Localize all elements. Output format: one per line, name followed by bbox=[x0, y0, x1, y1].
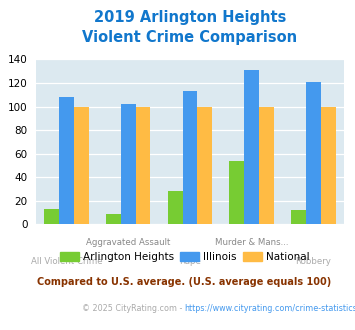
Text: Murder & Mans...: Murder & Mans... bbox=[215, 238, 289, 247]
Text: 2019 Arlington Heights
Violent Crime Comparison: 2019 Arlington Heights Violent Crime Com… bbox=[82, 10, 297, 45]
Text: Rape: Rape bbox=[179, 257, 201, 266]
Bar bbox=[74, 107, 89, 224]
Text: © 2025 CityRating.com -: © 2025 CityRating.com - bbox=[82, 304, 185, 313]
Bar bbox=[259, 107, 274, 224]
Bar bbox=[321, 107, 336, 224]
Bar bbox=[306, 82, 321, 224]
Bar bbox=[244, 70, 259, 224]
Bar bbox=[44, 209, 59, 224]
Legend: Arlington Heights, Illinois, National: Arlington Heights, Illinois, National bbox=[56, 248, 313, 266]
Bar bbox=[197, 107, 212, 224]
Bar bbox=[168, 191, 182, 224]
Bar bbox=[106, 214, 121, 224]
Bar bbox=[136, 107, 151, 224]
Bar bbox=[291, 210, 306, 224]
Text: https://www.cityrating.com/crime-statistics/: https://www.cityrating.com/crime-statist… bbox=[185, 304, 355, 313]
Bar bbox=[182, 91, 197, 224]
Bar bbox=[121, 104, 136, 224]
Text: Compared to U.S. average. (U.S. average equals 100): Compared to U.S. average. (U.S. average … bbox=[38, 277, 332, 287]
Text: All Violent Crime: All Violent Crime bbox=[31, 257, 102, 266]
Bar bbox=[229, 161, 244, 224]
Text: Aggravated Assault: Aggravated Assault bbox=[86, 238, 170, 247]
Text: Robbery: Robbery bbox=[295, 257, 332, 266]
Bar bbox=[59, 97, 74, 224]
